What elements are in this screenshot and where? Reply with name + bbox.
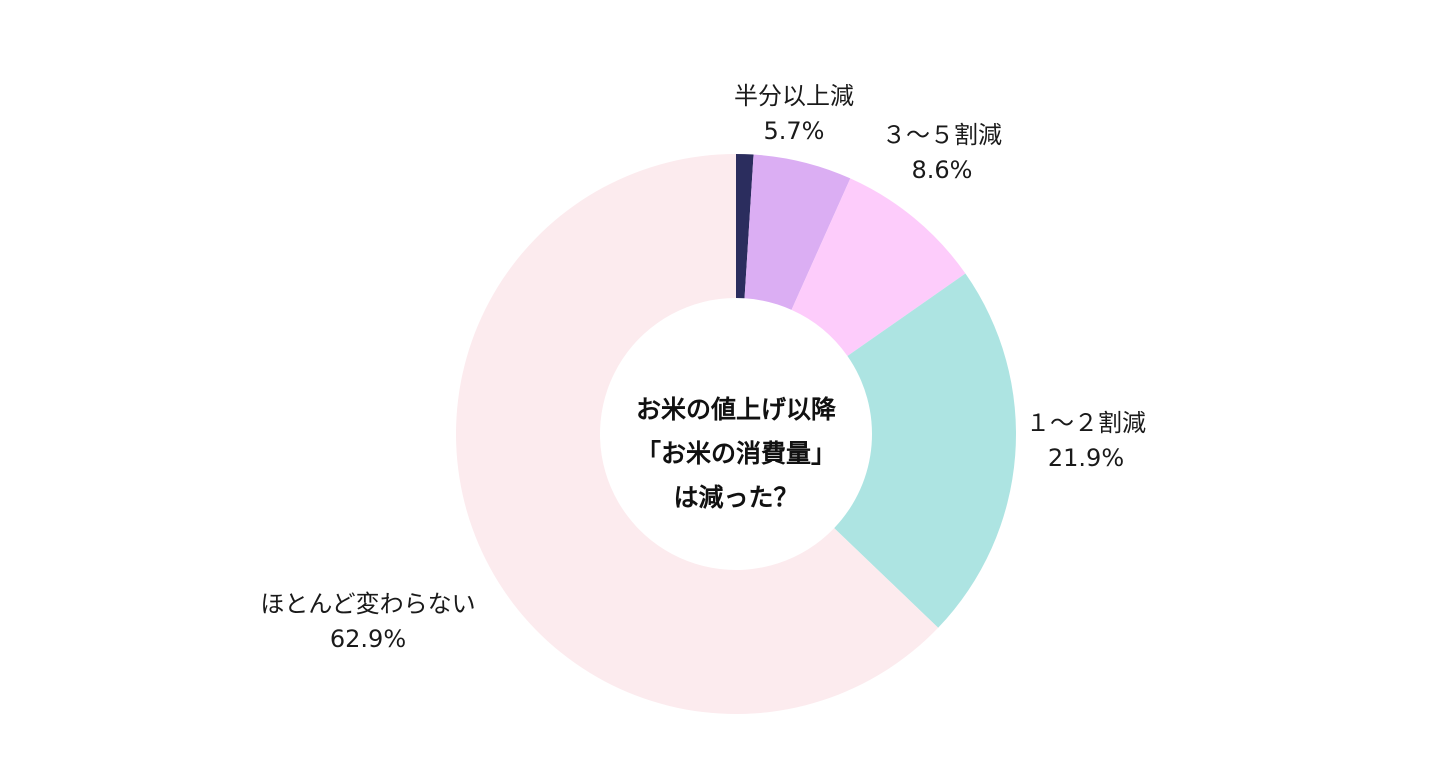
value-almost-unchanged: 62.9% (330, 625, 406, 653)
center-title-line-3: は減った？ (673, 483, 798, 512)
label-10-20-percent: １～２割減 (1026, 409, 1146, 437)
slice-other (736, 154, 754, 299)
labels-layer: 半分以上減 5.7% ３～５割減 8.6% １～２割減 21.9% ほとんど変わ… (260, 82, 1146, 653)
slice-half-or-more (744, 154, 851, 310)
slice-almost-unchanged (456, 154, 939, 714)
slice-10-20-percent (834, 273, 1017, 628)
center-title-line-2: 「お米の消費量」 (636, 439, 836, 468)
value-half-or-more: 5.7% (764, 117, 825, 145)
slices-layer (456, 154, 1017, 714)
value-10-20-percent: 21.9% (1048, 444, 1124, 472)
value-30-50-percent: 8.6% (912, 156, 973, 184)
label-almost-unchanged: ほとんど変わらない (260, 590, 475, 618)
center-title: お米の値上げ以降 「お米の消費量」 は減った？ (636, 395, 837, 512)
slice-30-50-percent (791, 178, 966, 357)
label-30-50-percent: ３～５割減 (882, 121, 1002, 149)
center-title-line-1: お米の値上げ以降 (636, 395, 837, 424)
label-half-or-more: 半分以上減 (734, 82, 854, 110)
